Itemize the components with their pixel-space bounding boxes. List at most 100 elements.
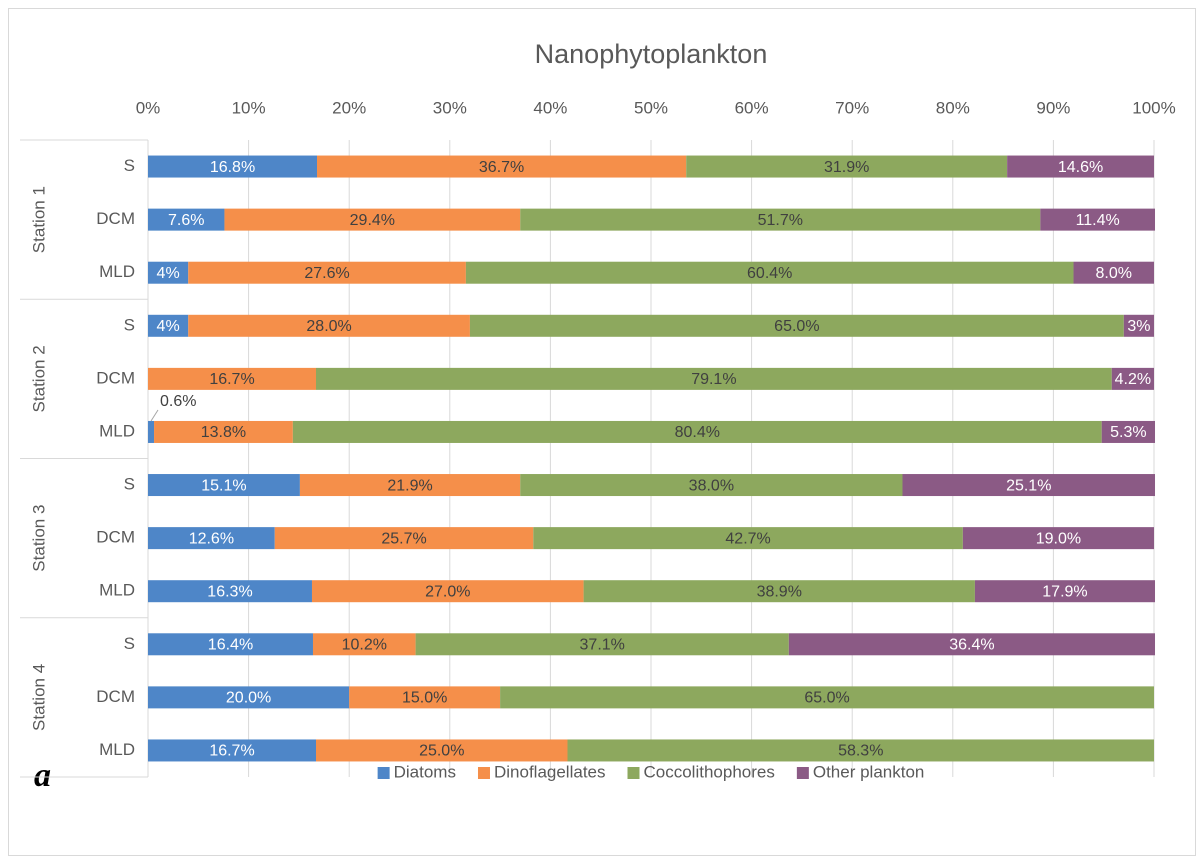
data-label: 7.6%: [168, 212, 204, 229]
bar-segment: [1040, 208, 1156, 231]
data-label: 65.0%: [804, 690, 849, 707]
x-tick-label: 90%: [1036, 98, 1070, 117]
bar-segment: [974, 580, 1156, 603]
legend-swatch: [796, 767, 809, 779]
data-label: 38.9%: [757, 583, 802, 600]
y-tick-label: MLD: [99, 262, 135, 281]
bar-segment: [902, 474, 1156, 497]
y-tick-label: DCM: [96, 687, 135, 706]
data-label: 14.6%: [1058, 159, 1103, 176]
data-label: 13.8%: [201, 424, 246, 441]
bar-segment: [148, 261, 189, 284]
data-label: 15.1%: [201, 477, 246, 494]
data-label: 58.3%: [838, 743, 883, 760]
bar-segment: [274, 527, 534, 550]
bar-segment: [1111, 367, 1154, 390]
bar-segment: [583, 580, 975, 603]
bar-segment: [311, 580, 584, 603]
y-tick-label: S: [124, 634, 135, 653]
x-tick-label: 50%: [634, 98, 668, 117]
y-tick-label: MLD: [99, 740, 135, 759]
y-tick-label: DCM: [96, 209, 135, 228]
data-label: 38.0%: [689, 477, 734, 494]
x-tick-label: 10%: [232, 98, 266, 117]
bar-segment: [148, 474, 300, 497]
data-label: 25.7%: [381, 530, 426, 547]
data-label: 31.9%: [824, 159, 869, 176]
bar-segment: [520, 208, 1041, 231]
data-label: 28.0%: [306, 318, 351, 335]
y-tick-label: S: [124, 156, 135, 175]
bar-segment: [224, 208, 521, 231]
bar-segment: [148, 739, 317, 762]
data-label: 12.6%: [189, 530, 234, 547]
x-tick-label: 70%: [835, 98, 869, 117]
bar-segment: [148, 420, 155, 443]
bar-segment: [469, 314, 1124, 337]
bar-segment: [188, 314, 470, 337]
x-tick-label: 20%: [332, 98, 366, 117]
data-label: 17.9%: [1042, 583, 1087, 600]
legend-label: Coccolithophores: [644, 762, 775, 781]
group-label: Station 2: [29, 345, 48, 412]
data-label: 16.4%: [208, 637, 253, 654]
data-label: 42.7%: [725, 530, 770, 547]
data-label: 51.7%: [758, 212, 803, 229]
bar-segment: [316, 739, 568, 762]
chart-title: Nanophytoplankton: [535, 39, 768, 69]
data-label: 80.4%: [675, 424, 720, 441]
data-label: 27.6%: [304, 265, 349, 282]
bar-segment: [148, 580, 312, 603]
data-label: 16.8%: [210, 159, 255, 176]
group-label: Station 1: [29, 186, 48, 253]
legend-label: Diatoms: [394, 762, 456, 781]
data-label: 29.4%: [350, 212, 395, 229]
data-label: 16.7%: [209, 371, 254, 388]
bar-segment: [465, 261, 1074, 284]
data-label: 11.4%: [1076, 212, 1120, 229]
bar-segment: [349, 686, 501, 709]
legend-label: Dinoflagellates: [494, 762, 606, 781]
bar-segment: [788, 633, 1156, 656]
bar-segment: [148, 686, 350, 709]
panel-label: a: [34, 757, 51, 794]
data-label: 25.0%: [419, 743, 464, 760]
bar-segment: [148, 367, 317, 390]
x-tick-label: 80%: [936, 98, 970, 117]
data-label: 36.7%: [479, 159, 524, 176]
bar-segment: [567, 739, 1154, 762]
x-tick-label: 30%: [433, 98, 467, 117]
data-label: 36.4%: [949, 637, 994, 654]
data-label: 16.7%: [209, 743, 254, 760]
leader-line: [150, 409, 159, 422]
data-label: 20.0%: [226, 690, 271, 707]
y-tick-label: S: [124, 475, 135, 494]
bar-segment: [148, 208, 225, 231]
bar-segment: [148, 527, 275, 550]
bar-segment: [415, 633, 789, 656]
data-label: 8.0%: [1096, 265, 1132, 282]
data-label: 60.4%: [747, 265, 792, 282]
bar-segment: [1123, 314, 1154, 337]
bar-segment: [154, 420, 293, 443]
bar-segment: [1101, 420, 1156, 443]
bar-segment: [148, 155, 318, 178]
bar-segment: [317, 155, 687, 178]
bar-segment: [316, 367, 1112, 390]
bar-segment: [686, 155, 1008, 178]
bar-segment: [1007, 155, 1154, 178]
bar-segment: [148, 314, 189, 337]
data-label: 19.0%: [1036, 530, 1081, 547]
data-label: 15.0%: [402, 690, 447, 707]
data-label: 65.0%: [774, 318, 819, 335]
legend-swatch: [477, 767, 490, 779]
bar-segment: [299, 474, 521, 497]
data-label: 10.2%: [342, 637, 387, 654]
legend-swatch: [377, 767, 390, 779]
x-tick-label: 60%: [735, 98, 769, 117]
y-tick-label: DCM: [96, 368, 135, 387]
bar-segment: [520, 474, 903, 497]
legend-label: Other plankton: [813, 762, 925, 781]
y-tick-label: S: [124, 315, 135, 334]
